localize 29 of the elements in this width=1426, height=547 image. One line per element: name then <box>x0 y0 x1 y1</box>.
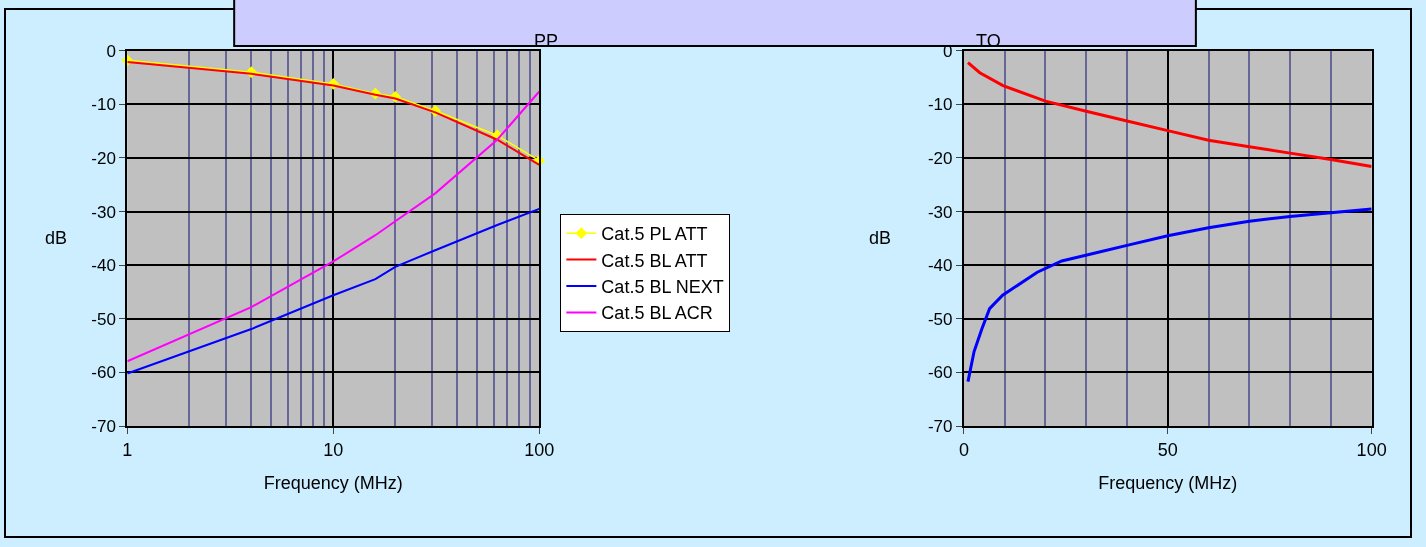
legend-label: Cat.5 PL ATT <box>601 224 708 245</box>
x-tick-label: 0 <box>958 439 969 460</box>
y-tick-label: -60 <box>927 363 953 383</box>
legend-label: Cat.5 BL ACR <box>601 303 713 324</box>
x-axis-title: Frequency (MHz) <box>263 473 403 494</box>
y-tick-label: -10 <box>927 95 953 115</box>
y-tick-label: -60 <box>91 363 116 383</box>
x-tick-label: 100 <box>1356 439 1387 460</box>
x-tick-label: 100 <box>524 439 555 460</box>
x-axis-title: Frequency (MHz) <box>1098 473 1238 494</box>
y-tick-label: -50 <box>91 309 116 329</box>
legend-label: Cat.5 BL NEXT <box>601 277 724 298</box>
y-tick-label: 0 <box>106 41 116 61</box>
y-axis-title: dB <box>45 228 68 248</box>
x-tick-label: 10 <box>323 439 344 460</box>
y-tick-label: -40 <box>927 256 953 276</box>
y-tick-label: -30 <box>91 202 116 222</box>
y-tick-label: -50 <box>927 309 953 329</box>
y-tick-label: -70 <box>927 417 953 437</box>
y-tick-label: -20 <box>927 148 953 168</box>
y-tick-label: -70 <box>91 417 116 437</box>
x-tick-label: 1 <box>122 439 133 460</box>
x-tick-label: 50 <box>1157 439 1178 460</box>
y-tick-label: -30 <box>927 202 953 222</box>
y-tick-label: -20 <box>91 148 116 168</box>
legend-label: Cat.5 BL ATT <box>601 250 708 271</box>
y-axis-title: dB <box>869 228 892 248</box>
y-tick-label: -40 <box>91 256 116 276</box>
y-tick-label: -10 <box>91 95 116 115</box>
